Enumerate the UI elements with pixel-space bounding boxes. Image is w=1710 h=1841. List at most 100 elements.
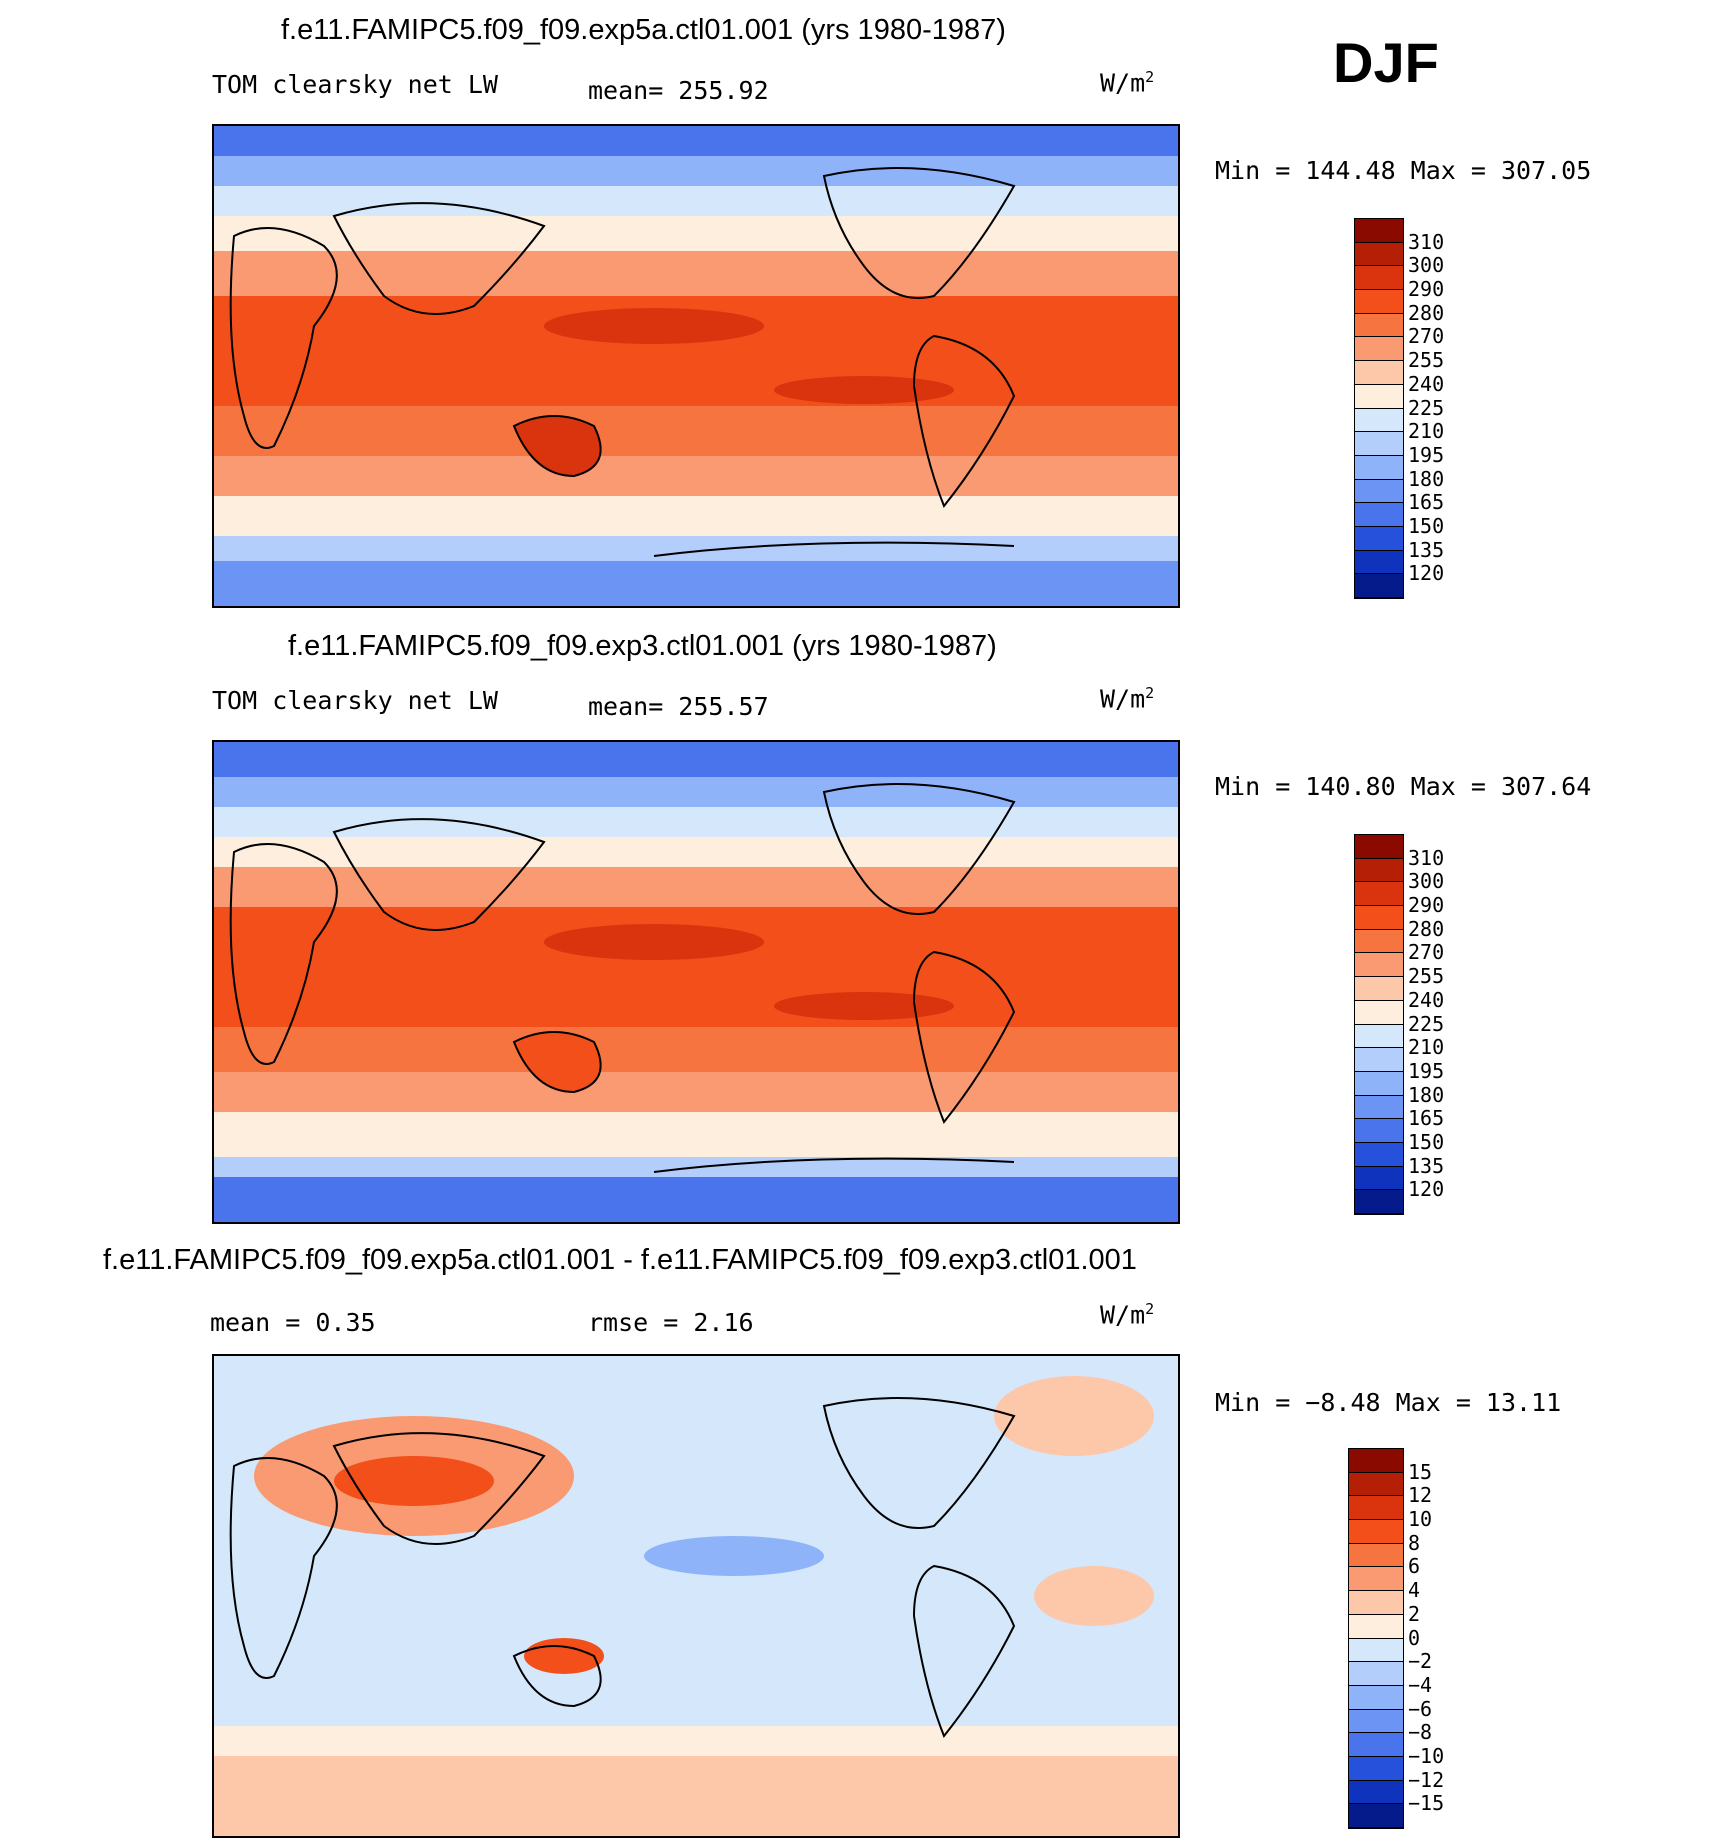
- panel-1-colorbar-label: 310: [1408, 229, 1445, 254]
- panel-2-colorbar-cell: [1355, 1095, 1403, 1120]
- panel-1-colorbar-cell: [1355, 574, 1403, 598]
- panel-3-south-america-anomaly: [1034, 1566, 1154, 1626]
- panel-2-colorbar-label: 150: [1408, 1129, 1445, 1154]
- panel-1-north-band-4: [214, 216, 1178, 251]
- panel-2-colorbar-cell: [1355, 858, 1403, 883]
- panel-1-colorbar-label: 165: [1408, 490, 1445, 515]
- panel-3-asia-coast: [332, 1432, 546, 1545]
- panel-1-colorbar-cell: [1355, 503, 1403, 527]
- panel-2-colorbar-cell: [1355, 906, 1403, 930]
- panel-2-colorbar-label: 195: [1408, 1058, 1445, 1083]
- panel-3-colorbar-label: −2: [1408, 1649, 1433, 1674]
- panel-1-colorbar-label: 255: [1408, 348, 1445, 373]
- panel-3-colorbar-cell: [1349, 1756, 1403, 1781]
- panel-1-south-mid: [214, 456, 1178, 496]
- panel-2-colorbar-label: 300: [1408, 869, 1445, 894]
- panel-2-south-cool: [214, 1112, 1178, 1157]
- panel-3-colorbar-label: 10: [1408, 1507, 1433, 1532]
- panel-2-colorbar-label: 225: [1408, 1011, 1445, 1036]
- panel-1-colorbar-label: 290: [1408, 277, 1445, 302]
- panel-3-colorbar-cell: [1349, 1733, 1403, 1757]
- panel-2-colorbar-label: 210: [1408, 1035, 1445, 1060]
- panel-3-rmse-label: rmse = 2.16: [588, 1308, 754, 1337]
- panel-3-colorbar-cell: [1349, 1472, 1403, 1497]
- panel-1-antarctica: [214, 561, 1178, 606]
- panel-1-asia-coast: [332, 202, 546, 315]
- panel-2-antarctica: [214, 1177, 1178, 1222]
- panel-2-north-band-2: [214, 777, 1178, 807]
- panel-1-africa-coast: [229, 227, 338, 449]
- panel-1-antarctic-coast: [653, 541, 1015, 557]
- panel-1-colorbar-label: 280: [1408, 300, 1445, 325]
- panel-3-colorbar-cell: [1349, 1449, 1403, 1473]
- panel-1-colorbar-label: 240: [1408, 371, 1445, 396]
- panel-3-south-warm-band: [214, 1756, 1178, 1836]
- panel-3-title: f.e11.FAMIPC5.f09_f09.exp5a.ctl01.001 - …: [103, 1244, 1137, 1276]
- panel-1-colorbar: [1354, 218, 1404, 599]
- panel-3-asia-strong-anomaly: [334, 1456, 494, 1506]
- panel-3-colorbar-cell: [1349, 1685, 1403, 1710]
- panel-1-north-band-2: [214, 156, 1178, 186]
- panel-3-north-america-anomaly: [994, 1376, 1154, 1456]
- panel-2-variable-label: TOM clearsky net LW: [212, 686, 498, 715]
- panel-2-colorbar-label: 240: [1408, 987, 1445, 1012]
- panel-2-title: f.e11.FAMIPC5.f09_f09.exp3.ctl01.001 (yr…: [288, 630, 997, 662]
- panel-3-colorbar-cell: [1349, 1804, 1403, 1828]
- panel-2-south-america-coast: [912, 950, 1016, 1124]
- panel-3-colorbar-cell: [1349, 1638, 1403, 1663]
- panel-3-colorbar-label: −10: [1408, 1743, 1445, 1768]
- panel-2-warm-pool-north: [544, 924, 764, 960]
- panel-2-colorbar-label: 270: [1408, 940, 1445, 965]
- panel-3-pacific-cool-anomaly: [644, 1536, 824, 1576]
- panel-1-colorbar-cell: [1355, 219, 1403, 243]
- panel-3-map: [212, 1354, 1180, 1838]
- panel-1-warm-pool-south: [774, 376, 954, 404]
- panel-3-north-america-coast: [822, 1397, 1016, 1529]
- panel-3-minmax: Min = −8.48 Max = 13.11: [1215, 1388, 1562, 1417]
- panel-1-colorbar-cell: [1355, 337, 1403, 362]
- panel-1-colorbar-cell: [1355, 550, 1403, 575]
- panel-2-colorbar-cell: [1355, 1071, 1403, 1096]
- panel-1-north-band-3: [214, 186, 1178, 216]
- panel-3-colorbar-label: −8: [1408, 1720, 1433, 1745]
- panel-2-colorbar-label: 180: [1408, 1082, 1445, 1107]
- panel-2-north-band-4: [214, 837, 1178, 867]
- panel-1-colorbar-cell: [1355, 408, 1403, 433]
- panel-2-north-band-1: [214, 742, 1178, 777]
- panel-2-warm-pool-south: [774, 992, 954, 1020]
- panel-1-title: f.e11.FAMIPC5.f09_f09.exp5a.ctl01.001 (y…: [281, 14, 1006, 46]
- panel-1-colorbar-label: 270: [1408, 324, 1445, 349]
- panel-2-colorbar-cell: [1355, 977, 1403, 1001]
- panel-3-south-neutral-band: [214, 1726, 1178, 1756]
- panel-1-colorbar-label: 150: [1408, 513, 1445, 538]
- panel-1-colorbar-cell: [1355, 313, 1403, 338]
- panel-2-minmax: Min = 140.80 Max = 307.64: [1215, 772, 1592, 801]
- panel-1-variable-label: TOM clearsky net LW: [212, 70, 498, 99]
- panel-2-colorbar-label: 280: [1408, 916, 1445, 941]
- panel-2-colorbar: [1354, 834, 1404, 1215]
- season-label: DJF: [1333, 31, 1439, 94]
- panel-3-mean-label: mean = 0.35: [210, 1308, 376, 1337]
- panel-1-colorbar-label: 195: [1408, 442, 1445, 467]
- panel-2-tropic-band: [214, 907, 1178, 1027]
- panel-3-units: W/m2: [1100, 1300, 1155, 1330]
- panel-1-minmax: Min = 144.48 Max = 307.05: [1215, 156, 1592, 185]
- panel-2-colorbar-cell: [1355, 1142, 1403, 1167]
- panel-3-colorbar-cell: [1349, 1591, 1403, 1615]
- panel-1-colorbar-label: 180: [1408, 466, 1445, 491]
- panel-3-colorbar-label: 2: [1408, 1601, 1421, 1626]
- panel-2-africa-coast: [229, 843, 338, 1065]
- panel-3-colorbar-cell: [1349, 1567, 1403, 1592]
- panel-3-colorbar-label: 12: [1408, 1483, 1433, 1508]
- panel-1-colorbar-cell: [1355, 266, 1403, 291]
- panel-3-south-america-coast: [912, 1564, 1016, 1738]
- panel-2-colorbar-cell: [1355, 1119, 1403, 1143]
- panel-3-colorbar-label: −15: [1408, 1791, 1445, 1816]
- panel-3-colorbar-label: 0: [1408, 1625, 1421, 1650]
- panel-1-subtropic-band: [214, 251, 1178, 296]
- panel-1-colorbar-label: 135: [1408, 537, 1445, 562]
- panel-2-south-subtropic: [214, 1027, 1178, 1072]
- panel-3-colorbar-label: 4: [1408, 1578, 1421, 1603]
- panel-3-colorbar: [1348, 1448, 1404, 1829]
- panel-3-colorbar-label: −4: [1408, 1672, 1433, 1697]
